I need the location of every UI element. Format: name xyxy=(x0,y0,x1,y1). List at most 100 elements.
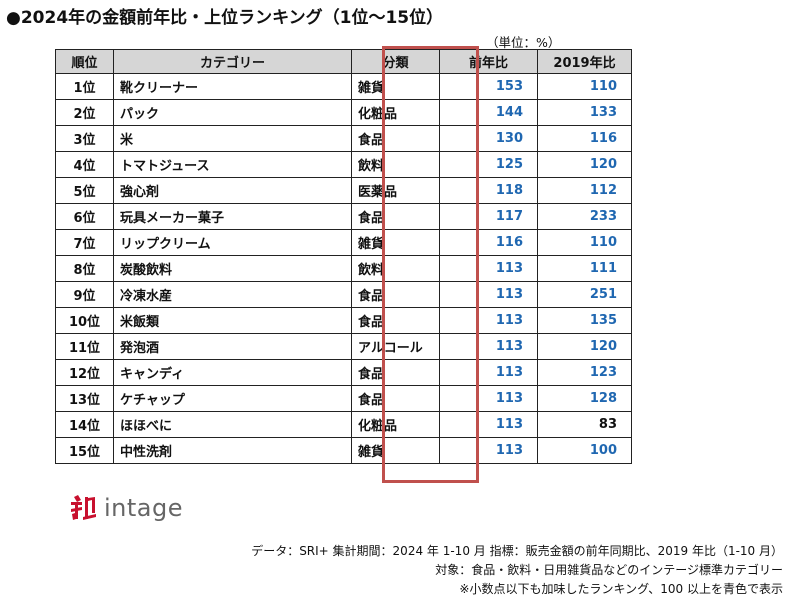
rank-cell: 10位 xyxy=(55,307,114,334)
yoy-cell: 113 xyxy=(439,333,538,360)
table-row: 11位 発泡酒 アルコール 113 120 xyxy=(55,333,632,360)
table-row: 7位 リップクリーム 雑貨 116 110 xyxy=(55,229,632,256)
rank-cell: 8位 xyxy=(55,255,114,282)
class-cell: 飲料 xyxy=(351,255,440,282)
class-cell: 化粧品 xyxy=(351,99,440,126)
category-cell: 米飯類 xyxy=(113,307,352,334)
vs2019-cell: 83 xyxy=(537,411,632,438)
class-cell: 医薬品 xyxy=(351,177,440,204)
category-cell: 冷凍水産 xyxy=(113,281,352,308)
yoy-cell: 113 xyxy=(439,307,538,334)
yoy-cell: 144 xyxy=(439,99,538,126)
vs2019-cell: 120 xyxy=(537,333,632,360)
vs2019-cell: 100 xyxy=(537,437,632,464)
yoy-cell: 117 xyxy=(439,203,538,230)
table-row: 14位 ほほべに 化粧品 113 83 xyxy=(55,411,632,438)
class-cell: 化粧品 xyxy=(351,411,440,438)
rank-cell: 12位 xyxy=(55,359,114,386)
header-class: 分類 xyxy=(351,49,440,74)
class-cell: 食品 xyxy=(351,359,440,386)
ranking-table: 順位 カテゴリー 分類 前年比 2019年比 1位 靴クリーナー 雑貨 153 110 2… xyxy=(55,49,632,464)
table-row: 9位 冷凍水産 食品 113 251 xyxy=(55,281,632,308)
rank-cell: 14位 xyxy=(55,411,114,438)
vs2019-cell: 116 xyxy=(537,125,632,152)
category-cell: 米 xyxy=(113,125,352,152)
class-cell: 雑貨 xyxy=(351,437,440,464)
intage-logo: intage xyxy=(68,491,183,525)
class-cell: 食品 xyxy=(351,307,440,334)
table-header-row: 順位 カテゴリー 分類 前年比 2019年比 xyxy=(55,49,632,74)
category-cell: トマトジュース xyxy=(113,151,352,178)
rank-cell: 4位 xyxy=(55,151,114,178)
table-row: 13位 ケチャップ 食品 113 128 xyxy=(55,385,632,412)
table-row: 12位 キャンディ 食品 113 123 xyxy=(55,359,632,386)
note-ranking: ※小数点以下も加味したランキング、100 以上を青色で表示 xyxy=(459,582,783,596)
class-cell: 飲料 xyxy=(351,151,440,178)
class-cell: アルコール xyxy=(351,333,440,360)
category-cell: 炭酸飲料 xyxy=(113,255,352,282)
rank-cell: 11位 xyxy=(55,333,114,360)
logo-wordmark: intage xyxy=(104,494,183,522)
category-cell: 靴クリーナー xyxy=(113,73,352,100)
header-rank: 順位 xyxy=(55,49,114,74)
note-source: データ：SRI+ 集計期間：2024 年 1-10 月 指標：販売金額の前年同期… xyxy=(251,544,783,558)
note-target: 対象：食品・飲料・日用雑貨品などのインテージ標準カテゴリー xyxy=(435,563,783,577)
rank-cell: 13位 xyxy=(55,385,114,412)
table-row: 3位米食品 130 116 xyxy=(55,125,632,152)
page-title: ●2024年の金額前年比・上位ランキング（1位～15位） xyxy=(6,8,444,28)
yoy-cell: 113 xyxy=(439,411,538,438)
header-yoy: 前年比 xyxy=(439,49,538,74)
category-cell: ほほべに xyxy=(113,411,352,438)
category-cell: 玩具メーカー菓子 xyxy=(113,203,352,230)
class-cell: 雑貨 xyxy=(351,73,440,100)
header-2019: 2019年比 xyxy=(537,49,632,74)
vs2019-cell: 123 xyxy=(537,359,632,386)
yoy-cell: 116 xyxy=(439,229,538,256)
yoy-cell: 125 xyxy=(439,151,538,178)
yoy-cell: 118 xyxy=(439,177,538,204)
vs2019-cell: 128 xyxy=(537,385,632,412)
category-cell: 発泡酒 xyxy=(113,333,352,360)
rank-cell: 3位 xyxy=(55,125,114,152)
rank-cell: 1位 xyxy=(55,73,114,100)
table-row: 5位 強心剤 医薬品 118 112 xyxy=(55,177,632,204)
rank-cell: 7位 xyxy=(55,229,114,256)
class-cell: 食品 xyxy=(351,203,440,230)
vs2019-cell: 251 xyxy=(537,281,632,308)
vs2019-cell: 120 xyxy=(537,151,632,178)
table-row: 2位 パック 化粧品 144 133 xyxy=(55,99,632,126)
yoy-cell: 153 xyxy=(439,73,538,100)
vs2019-cell: 110 xyxy=(537,73,632,100)
category-cell: 中性洗剤 xyxy=(113,437,352,464)
category-cell: ケチャップ xyxy=(113,385,352,412)
table-row: 8位 炭酸飲料 飲料 113 111 xyxy=(55,255,632,282)
vs2019-cell: 112 xyxy=(537,177,632,204)
unit-label: （単位：%） xyxy=(486,35,561,50)
vs2019-cell: 111 xyxy=(537,255,632,282)
category-cell: キャンディ xyxy=(113,359,352,386)
table-row: 1位 靴クリーナー 雑貨 153 110 xyxy=(55,73,632,100)
rank-cell: 9位 xyxy=(55,281,114,308)
header-category: カテゴリー xyxy=(113,49,352,74)
class-cell: 雑貨 xyxy=(351,229,440,256)
vs2019-cell: 110 xyxy=(537,229,632,256)
class-cell: 食品 xyxy=(351,385,440,412)
category-cell: リップクリーム xyxy=(113,229,352,256)
class-cell: 食品 xyxy=(351,125,440,152)
yoy-cell: 113 xyxy=(439,385,538,412)
table-row: 4位 トマトジュース 飲料 125 120 xyxy=(55,151,632,178)
yoy-cell: 130 xyxy=(439,125,538,152)
rank-cell: 5位 xyxy=(55,177,114,204)
table-row: 6位 玩具メーカー菓子 食品 117 233 xyxy=(55,203,632,230)
rank-cell: 15位 xyxy=(55,437,114,464)
yoy-cell: 113 xyxy=(439,437,538,464)
intage-logo-icon xyxy=(71,495,96,520)
class-cell: 食品 xyxy=(351,281,440,308)
category-cell: 強心剤 xyxy=(113,177,352,204)
footnotes: データ：SRI+ 集計期間：2024 年 1-10 月 指標：販売金額の前年同期… xyxy=(251,542,783,599)
rank-cell: 6位 xyxy=(55,203,114,230)
vs2019-cell: 133 xyxy=(537,99,632,126)
table-row: 15位 中性洗剤 雑貨 113 100 xyxy=(55,437,632,464)
table-row: 10位 米飯類 食品 113 135 xyxy=(55,307,632,334)
yoy-cell: 113 xyxy=(439,359,538,386)
